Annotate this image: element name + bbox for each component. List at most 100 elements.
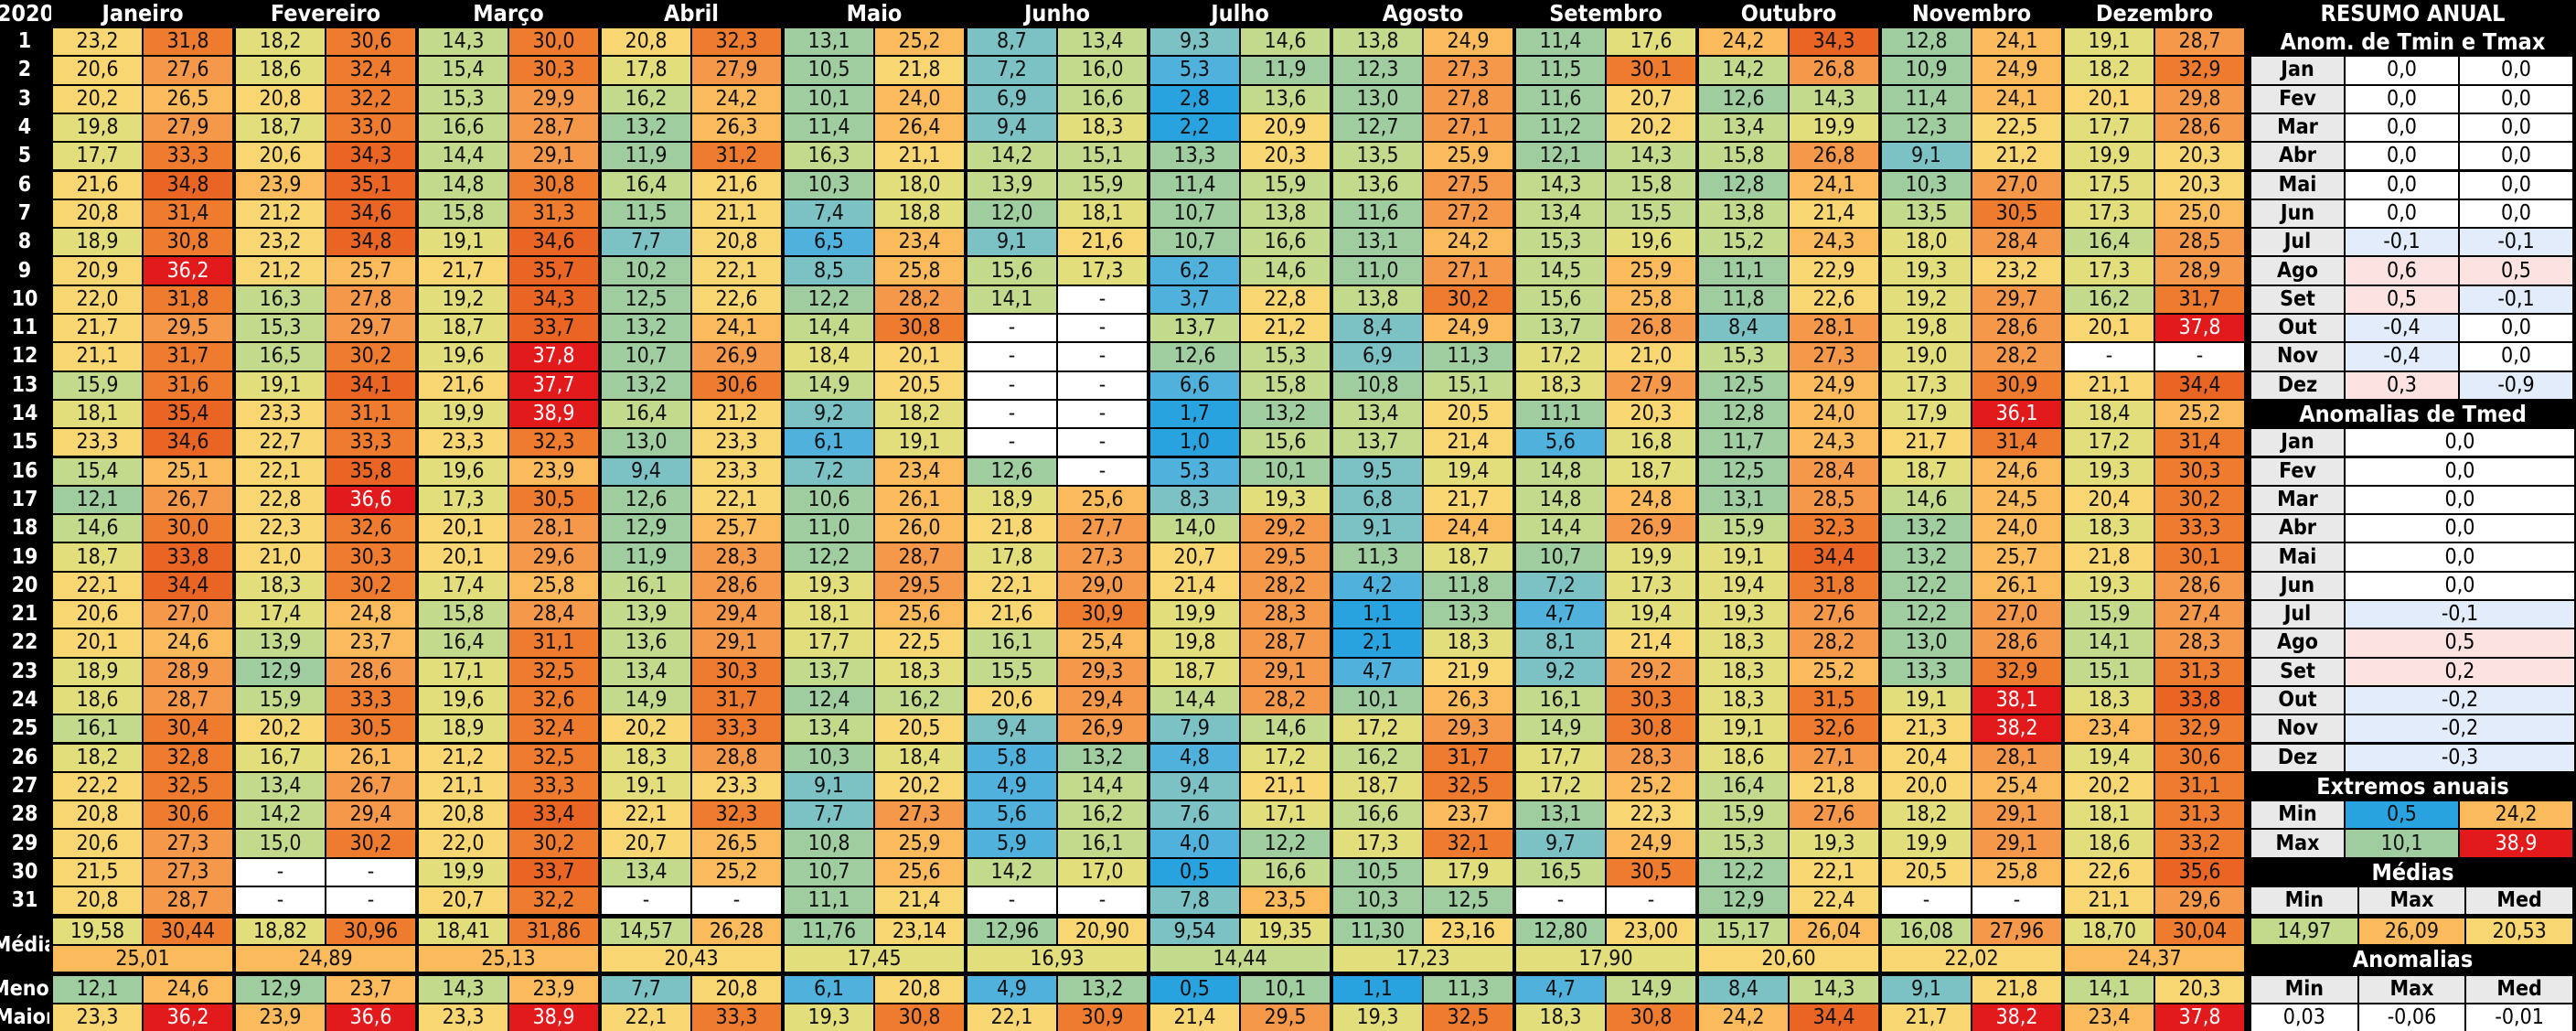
anom-tmed-cell: 0,0 <box>2346 543 2574 571</box>
media-med-cell: 17,23 <box>1333 946 1512 972</box>
tmax-cell: 37,8 <box>509 343 598 371</box>
tmin-cell: 20,1 <box>419 543 508 571</box>
tmin-cell: 13,5 <box>1882 199 1971 228</box>
tmin-cell: 14,2 <box>967 858 1056 886</box>
anom-tmin-cell: 0,0 <box>2346 57 2458 84</box>
tmin-cell: 13,4 <box>602 658 690 685</box>
tmin-cell: 13,9 <box>236 629 325 657</box>
anom-tmin-cell: 0,0 <box>2346 199 2458 228</box>
tmin-cell: 10,3 <box>1882 171 1971 199</box>
tmin-cell: 7,4 <box>785 199 873 228</box>
tmin-cell: 11,0 <box>785 515 873 542</box>
tmin-cell: 20,8 <box>602 28 690 56</box>
tmax-cell: 29,5 <box>1241 543 1330 571</box>
tmin-cell: 10,1 <box>1333 686 1422 714</box>
tmin-cell: 14,4 <box>1516 515 1605 542</box>
tmin-cell: 21,1 <box>419 772 508 800</box>
anom-month-label: Ago <box>2251 257 2344 285</box>
tmax-cell: 14,6 <box>1241 257 1330 285</box>
tmin-cell: 13,4 <box>1516 199 1605 228</box>
tmax-cell: 30,3 <box>692 658 781 685</box>
tmax-cell: 24,9 <box>1607 830 1695 857</box>
tmin-cell: 4,8 <box>1150 744 1239 771</box>
menor-max-cell: 21,8 <box>1972 976 2061 1004</box>
tmax-cell: 32,9 <box>2155 57 2244 84</box>
anom-tmin-cell: 0,3 <box>2346 371 2458 399</box>
tmax-cell: 27,7 <box>1058 515 1147 542</box>
tmax-cell: 16,8 <box>1607 429 1695 456</box>
tmax-cell: 15,5 <box>1607 199 1695 228</box>
tmax-cell: 20,3 <box>1241 143 1330 170</box>
tmax-cell: 26,1 <box>326 744 415 771</box>
tmin-cell: 13,6 <box>1333 171 1422 199</box>
tmin-cell: 20,2 <box>602 715 690 743</box>
media-min-cell: 19,58 <box>53 918 142 945</box>
tmax-cell: 30,2 <box>509 830 598 857</box>
day-number: 11 <box>0 315 49 342</box>
month-header: Março <box>473 0 544 27</box>
tmax-cell: 25,8 <box>1972 858 2061 886</box>
tmin-cell: 21,6 <box>419 371 508 399</box>
tmin-cell: 12,2 <box>785 285 873 313</box>
tmax-cell: 23,7 <box>326 629 415 657</box>
tmin-cell: 19,8 <box>1150 629 1239 657</box>
tmin-cell: 10,7 <box>1150 199 1239 228</box>
tmin-cell: 13,4 <box>236 772 325 800</box>
tmin-cell: 12,5 <box>1699 371 1788 399</box>
tmax-cell: 34,8 <box>144 171 232 199</box>
tmin-cell: 20,6 <box>53 57 142 84</box>
tmin-cell: 5,6 <box>1516 429 1605 456</box>
tmin-cell: 10,7 <box>1150 229 1239 256</box>
tmax-cell: 15,9 <box>1241 171 1330 199</box>
tmax-cell: - <box>1058 315 1147 342</box>
tmax-cell: 13,6 <box>1241 85 1330 113</box>
tmin-cell: 18,3 <box>2065 686 2154 714</box>
tmin-cell: - <box>967 429 1056 456</box>
tmax-cell: 29,1 <box>1972 801 2061 829</box>
anom-tmin-cell: -0,1 <box>2346 229 2458 256</box>
tmax-cell: 32,5 <box>509 744 598 771</box>
tmax-cell: 23,4 <box>875 457 964 485</box>
anom-tmed-title: Anomalias de Tmed <box>2299 401 2527 428</box>
tmax-cell: 16,6 <box>1058 85 1147 113</box>
tmin-cell: 11,5 <box>1516 57 1605 84</box>
tmax-cell: 20,5 <box>1424 400 1512 428</box>
day-number: 10 <box>0 285 49 313</box>
month-header: Fevereiro <box>270 0 381 27</box>
tmin-cell: - <box>967 343 1056 371</box>
tmin-cell: 20,8 <box>53 887 142 915</box>
tmax-cell: 26,9 <box>1607 515 1695 542</box>
tmax-cell: - <box>1058 457 1147 485</box>
anomalias-value: 0,03 <box>2251 1004 2357 1031</box>
tmax-cell: 20,3 <box>1607 400 1695 428</box>
ext-max-tmax: 38,9 <box>2460 830 2572 857</box>
tmin-cell: 21,0 <box>236 543 325 571</box>
tmax-cell: 29,4 <box>692 601 781 628</box>
tmin-cell: 13,0 <box>1882 629 1971 657</box>
maior-max-cell: 33,3 <box>692 1004 781 1031</box>
tmin-cell: 0,5 <box>1150 858 1239 886</box>
tmin-cell: 15,6 <box>1516 285 1605 313</box>
tmin-cell: 12,5 <box>602 285 690 313</box>
tmax-cell: 27,4 <box>2155 601 2244 628</box>
maior-max-cell: 38,9 <box>509 1004 598 1031</box>
anom-tmed-cell: -0,3 <box>2346 744 2574 771</box>
medias-value: 14,97 <box>2251 918 2357 945</box>
tmax-cell: 30,8 <box>509 171 598 199</box>
tmin-cell: 13,2 <box>602 113 690 142</box>
tmax-cell: 18,7 <box>1607 457 1695 485</box>
day-number: 15 <box>0 429 49 456</box>
tmax-cell: 21,4 <box>1607 629 1695 657</box>
tmax-cell: 14,6 <box>1241 715 1330 743</box>
tmin-cell: 12,6 <box>1150 343 1239 371</box>
tmin-cell: 14,9 <box>1516 715 1605 743</box>
anom-month-label: Mar <box>2251 113 2344 142</box>
day-number: 20 <box>0 572 49 599</box>
day-number: 19 <box>0 543 49 571</box>
tmin-cell: 20,1 <box>53 629 142 657</box>
tmax-cell: 10,1 <box>1241 457 1330 485</box>
tmax-cell: 29,4 <box>326 801 415 829</box>
tmax-cell: 32,3 <box>692 801 781 829</box>
tmax-cell: 30,9 <box>1972 371 2061 399</box>
anom-tmax-cell: -0,1 <box>2460 229 2572 256</box>
